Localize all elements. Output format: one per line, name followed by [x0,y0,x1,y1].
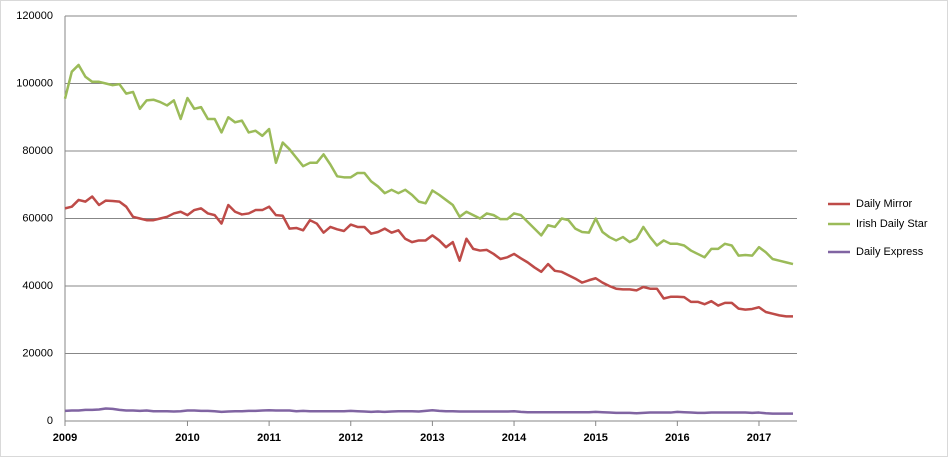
legend-label: Daily Mirror [856,198,913,210]
x-tick-label: 2017 [747,432,771,444]
x-tick-label: 2010 [175,432,199,444]
y-tick-label: 60000 [22,212,53,224]
y-tick-label: 80000 [22,145,53,157]
legend-label: Daily Express [856,246,924,258]
x-tick-label: 2012 [339,432,363,444]
series-line [63,63,794,266]
x-tick-label: 2014 [502,432,527,444]
x-tick-label: 2013 [420,432,444,444]
y-tick-label: 120000 [16,10,53,22]
y-tick-label: 40000 [22,280,53,292]
legend-label: Irish Daily Star [856,218,928,230]
series-line [64,407,793,415]
x-tick-label: 2015 [583,432,607,444]
series-line [64,195,793,318]
x-tick-label: 2009 [53,432,77,444]
y-tick-label: 100000 [16,77,53,89]
x-tick-label: 2016 [665,432,689,444]
x-tick-label: 2011 [257,432,281,444]
y-tick-label: 0 [47,415,53,427]
y-tick-label: 20000 [22,347,53,359]
